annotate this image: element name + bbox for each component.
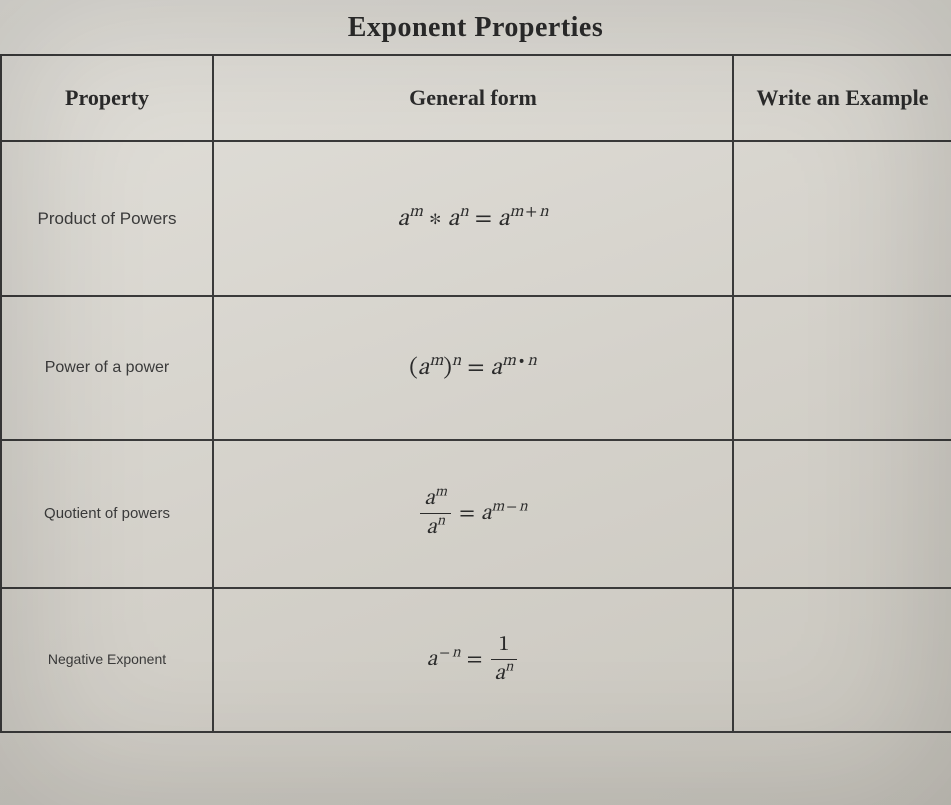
table-row: Quotient of powers am an =am−n — [1, 440, 951, 588]
example-cell[interactable] — [733, 588, 951, 732]
formula-cell: am an =am−n — [213, 440, 733, 588]
formula-negative-exponent: a−n= 1 an — [427, 633, 520, 687]
formula-cell: am∗an=am+n — [213, 141, 733, 296]
formula-product-of-powers: am∗an=am+n — [397, 204, 548, 234]
example-cell[interactable] — [733, 141, 951, 296]
example-cell[interactable] — [733, 296, 951, 440]
formula-quotient-of-powers: am an =am−n — [418, 487, 527, 541]
property-label: Product of Powers — [38, 209, 177, 228]
exponent-table: Property General form Write an Example P… — [0, 54, 951, 733]
col-header-general-form: General form — [213, 55, 733, 141]
formula-cell: a−n= 1 an — [213, 588, 733, 732]
example-cell[interactable] — [733, 440, 951, 588]
table-row: Negative Exponent a−n= 1 an — [1, 588, 951, 732]
page-title: Exponent Properties — [0, 0, 951, 54]
table-header-row: Property General form Write an Example — [1, 55, 951, 141]
formula-cell: (am)n=am•n — [213, 296, 733, 440]
property-label: Quotient of powers — [44, 505, 170, 522]
col-header-example: Write an Example — [733, 55, 951, 141]
table-row: Power of a power (am)n=am•n — [1, 296, 951, 440]
table-row: Product of Powers am∗an=am+n — [1, 141, 951, 296]
col-header-property: Property — [1, 55, 213, 141]
formula-power-of-a-power: (am)n=am•n — [409, 353, 537, 383]
property-label: Power of a power — [45, 359, 170, 376]
worksheet-page: Exponent Properties Property General for… — [0, 0, 951, 805]
property-label: Negative Exponent — [48, 651, 166, 667]
